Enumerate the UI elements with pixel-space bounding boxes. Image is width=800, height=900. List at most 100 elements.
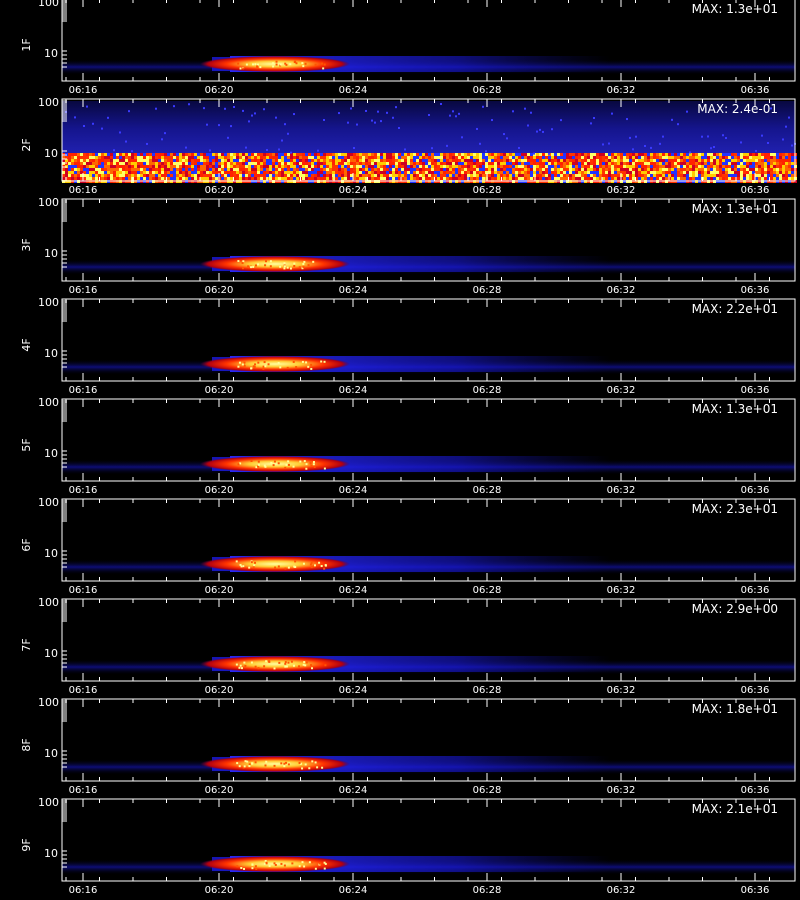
max-label: MAX: 1.3e+01 bbox=[692, 2, 778, 16]
y-ticks bbox=[62, 800, 67, 868]
xtick-label: 06:36 bbox=[741, 185, 770, 196]
xtick-label: 06:36 bbox=[741, 85, 770, 96]
ytick-label-100: 100 bbox=[38, 196, 59, 209]
xtick-label: 06:16 bbox=[69, 685, 98, 696]
xtick-label: 06:20 bbox=[205, 385, 234, 396]
x-ticks bbox=[65, 699, 770, 781]
xtick-label: 06:16 bbox=[69, 385, 98, 396]
ytick-label-10: 10 bbox=[44, 347, 58, 360]
xtick-label: 06:32 bbox=[607, 85, 636, 96]
ytick-label-100: 100 bbox=[38, 296, 59, 309]
y-ticks bbox=[62, 200, 67, 268]
max-label: MAX: 2.2e+01 bbox=[692, 302, 778, 316]
xtick-label: 06:24 bbox=[339, 585, 368, 596]
max-label: MAX: 2.3e+01 bbox=[692, 502, 778, 516]
ylabel: 8F bbox=[20, 738, 33, 751]
max-label: MAX: 2.9e+00 bbox=[692, 602, 778, 616]
plot-frame bbox=[61, 698, 796, 782]
xtick-label: 06:20 bbox=[205, 685, 234, 696]
y-ticks bbox=[62, 300, 67, 368]
plot-frame bbox=[61, 98, 796, 182]
ylabel: 5F bbox=[20, 438, 33, 451]
burst-core bbox=[200, 556, 350, 572]
max-label: MAX: 1.3e+01 bbox=[692, 402, 778, 416]
x-ticks bbox=[65, 499, 770, 581]
plot-frame bbox=[61, 398, 796, 482]
xtick-label: 06:28 bbox=[473, 85, 502, 96]
x-ticks bbox=[65, 599, 770, 681]
xtick-label: 06:28 bbox=[473, 185, 502, 196]
ylabel: 1F bbox=[20, 38, 33, 51]
burst-core bbox=[200, 656, 350, 672]
ytick-label-10: 10 bbox=[44, 547, 58, 560]
y-ticks bbox=[62, 700, 67, 768]
xtick-label: 06:20 bbox=[205, 285, 234, 296]
xtick-label: 06:24 bbox=[339, 885, 368, 896]
panel-3: 100 10 3F 06:16 06:20 06:24 06:28 06:32 06:36 MAX… bbox=[20, 196, 796, 296]
xtick-label: 06:36 bbox=[741, 785, 770, 796]
ytick-label-100: 100 bbox=[38, 96, 59, 109]
xtick-label: 06:24 bbox=[339, 185, 368, 196]
xtick-label: 06:28 bbox=[473, 285, 502, 296]
xtick-label: 06:28 bbox=[473, 685, 502, 696]
xtick-label: 06:24 bbox=[339, 485, 368, 496]
x-ticks bbox=[65, 99, 770, 181]
burst-core bbox=[200, 356, 350, 372]
xtick-label: 06:32 bbox=[607, 685, 636, 696]
x-ticks bbox=[65, 199, 770, 281]
xtick-label: 06:16 bbox=[69, 585, 98, 596]
xtick-label: 06:32 bbox=[607, 285, 636, 296]
xtick-label: 06:36 bbox=[741, 585, 770, 596]
xtick-label: 06:24 bbox=[339, 85, 368, 96]
panel-2: 100 10 2F 06:16 06:20 06:24 06:28 06:32 06:36 MAX… bbox=[20, 96, 797, 196]
xtick-label: 06:36 bbox=[741, 285, 770, 296]
xtick-label: 06:20 bbox=[205, 85, 234, 96]
ytick-label-100: 100 bbox=[38, 396, 59, 409]
xtick-label: 06:28 bbox=[473, 585, 502, 596]
ytick-label-10: 10 bbox=[44, 147, 58, 160]
xtick-label: 06:20 bbox=[205, 585, 234, 596]
ylabel: 3F bbox=[20, 238, 33, 251]
plot-frame bbox=[61, 798, 796, 882]
xtick-label: 06:32 bbox=[607, 485, 636, 496]
xtick-label: 06:28 bbox=[473, 885, 502, 896]
xtick-label: 06:28 bbox=[473, 485, 502, 496]
panel-7: 100 10 7F 06:16 06:20 06:24 06:28 06:32 06:36 MAX… bbox=[20, 596, 796, 696]
panel-6: 100 10 6F 06:16 06:20 06:24 06:28 06:32 06:36 MAX… bbox=[20, 496, 796, 596]
xtick-label: 06:28 bbox=[473, 385, 502, 396]
ylabel: 9F bbox=[20, 838, 33, 851]
xtick-label: 06:16 bbox=[69, 485, 98, 496]
max-label: MAX: 1.3e+01 bbox=[692, 202, 778, 216]
noise-pixels bbox=[62, 103, 797, 183]
xtick-label: 06:36 bbox=[741, 485, 770, 496]
burst-core bbox=[200, 56, 350, 72]
max-label: MAX: 1.8e+01 bbox=[692, 702, 778, 716]
xtick-label: 06:36 bbox=[741, 385, 770, 396]
xtick-label: 06:24 bbox=[339, 285, 368, 296]
plot-frame bbox=[61, 598, 796, 682]
x-ticks bbox=[65, 399, 770, 481]
panel-4: 100 10 4F 06:16 06:20 06:24 06:28 06:32 06:36 MAX… bbox=[20, 296, 796, 396]
ylabel: 2F bbox=[20, 138, 33, 151]
ytick-label-100: 100 bbox=[38, 596, 59, 609]
xtick-label: 06:28 bbox=[473, 785, 502, 796]
ytick-label-10: 10 bbox=[44, 447, 58, 460]
panel-8: 100 10 8F 06:16 06:20 06:24 06:28 06:32 06:36 MAX… bbox=[20, 696, 796, 796]
panel-1: 100 10 1F 06:16 06:20 06:24 06:28 06:32 06:36 MAX… bbox=[20, 0, 796, 96]
xtick-label: 06:32 bbox=[607, 185, 636, 196]
ytick-label-10: 10 bbox=[44, 747, 58, 760]
burst-core bbox=[200, 756, 350, 772]
plot-frame bbox=[61, 498, 796, 582]
ytick-label-100: 100 bbox=[38, 696, 59, 709]
xtick-label: 06:32 bbox=[607, 585, 636, 596]
x-ticks bbox=[65, 799, 770, 881]
xtick-label: 06:20 bbox=[205, 185, 234, 196]
ytick-label-10: 10 bbox=[44, 247, 58, 260]
ytick-label-100: 100 bbox=[38, 0, 59, 9]
ytick-label-10: 10 bbox=[44, 647, 58, 660]
x-ticks bbox=[65, 0, 770, 81]
burst-core bbox=[200, 256, 350, 272]
xtick-label: 06:16 bbox=[69, 885, 98, 896]
y-ticks bbox=[62, 100, 67, 168]
ytick-label-10: 10 bbox=[44, 847, 58, 860]
